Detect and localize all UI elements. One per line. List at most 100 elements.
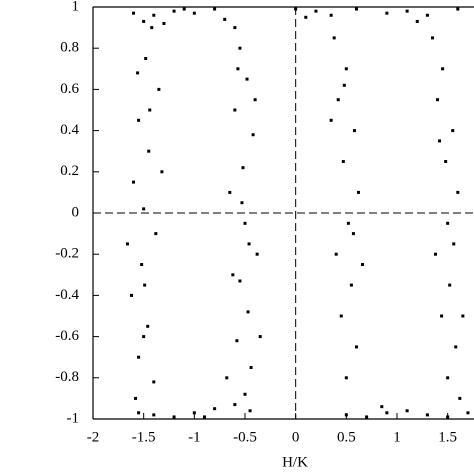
point [456,7,460,11]
point [132,11,136,15]
point [228,190,232,194]
point [361,263,365,266]
point [454,345,458,349]
point [438,139,442,143]
point [241,166,245,170]
point [425,413,429,417]
point [329,118,333,122]
point [245,77,249,81]
point [434,252,438,256]
point [334,252,338,256]
point [440,314,444,318]
point [233,108,237,112]
x-tick-label: 0.5 [337,429,356,445]
point [249,366,253,369]
y-tick-label: -0.8 [55,369,79,385]
point [160,170,164,174]
point [349,283,353,287]
y-tick-label: -1 [67,410,80,426]
point [137,411,141,415]
point [142,335,146,339]
point [356,190,360,194]
point [415,19,419,23]
y-tick-label: 0.4 [60,122,79,138]
point [225,376,229,380]
x-tick-label: -2 [87,429,100,445]
point [233,403,237,407]
point [458,396,462,400]
point [246,310,250,314]
point [143,283,147,287]
point [441,67,445,71]
point [152,380,156,384]
point [248,409,252,413]
point [456,190,460,194]
y-tick-label: 0.2 [60,163,79,179]
point [336,98,340,102]
x-tick-label: -0.5 [233,429,257,445]
point [213,407,217,411]
point [134,396,138,400]
point [329,13,333,17]
point [444,160,448,163]
point [448,283,452,287]
point [231,273,235,277]
point [144,57,148,60]
x-tick-label: -1 [188,429,201,445]
x-tick-label: 0 [292,429,300,445]
point [351,232,355,236]
point [354,345,358,349]
point [365,415,369,419]
point [258,335,262,339]
point [238,279,242,283]
point [152,13,156,17]
y-tick-label: 0 [72,204,80,220]
point [172,415,176,419]
point [243,221,247,225]
x-tick-label: 1.5 [438,429,457,445]
point [339,314,343,318]
point [446,221,450,225]
point [446,376,450,380]
point [233,26,237,30]
point [137,355,141,359]
point [142,19,146,23]
point [405,9,409,13]
point [132,180,136,184]
point [354,7,358,11]
point [332,36,336,40]
point [240,201,244,205]
point [253,98,257,102]
point [314,9,318,13]
point [352,129,356,133]
x-tick-label: 1 [393,429,401,445]
point [255,252,259,256]
point [436,98,440,102]
point [137,118,141,122]
point [344,413,348,417]
y-tick-label: -0.4 [55,287,79,303]
point [192,411,196,415]
point [346,221,350,225]
point [247,242,251,246]
x-tick-label: -1.5 [132,429,156,445]
y-tick-label: 0.6 [60,81,79,97]
point [157,87,161,91]
point [192,11,196,15]
point [385,411,389,415]
y-tick-label: 1 [72,0,80,14]
y-tick-label: -0.6 [55,328,79,344]
point [140,263,144,266]
point [344,67,348,71]
point [243,392,247,396]
point [148,108,152,112]
point [136,71,140,75]
point [451,129,455,133]
point [202,415,206,419]
point [146,324,150,328]
point [152,413,156,417]
point [342,83,346,87]
point [430,36,434,40]
point [235,339,239,343]
